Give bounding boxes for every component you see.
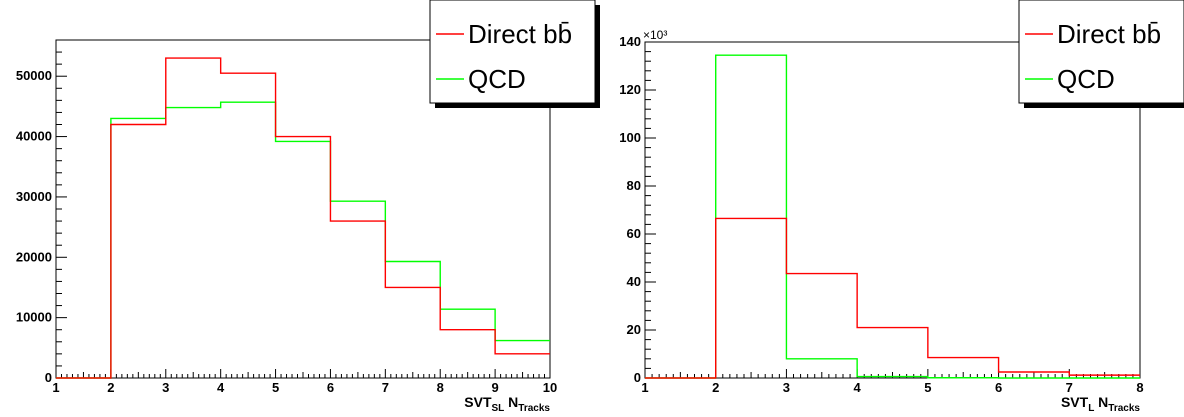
x-tick-label: 4 [217,380,225,395]
x-tick-label: 2 [712,380,719,395]
x-tick-label: 1 [641,380,648,395]
y-tick-label: 0 [45,370,52,385]
legend-label-direct-bb: Direct bb̄ [1057,19,1161,49]
x-tick-label: 6 [995,380,1002,395]
y-tick-label: 30000 [16,189,52,204]
x-tick-label: 1 [52,380,59,395]
x-tick-label: 4 [854,380,862,395]
y-tick-label: 50000 [16,68,52,83]
legend-label-qcd: QCD [468,64,526,94]
y-tick-label: 40 [627,274,641,289]
x-tick-label: 6 [327,380,334,395]
y-tick-label: 100 [619,130,641,145]
x-tick-label: 7 [1066,380,1073,395]
x-tick-label: 7 [382,380,389,395]
y-tick-label: 120 [619,82,641,97]
y-tick-label: 20 [627,322,641,337]
x-tick-label: 5 [924,380,931,395]
y-tick-label: 40000 [16,129,52,144]
legend-label-direct-bb: Direct bb̄ [468,19,572,49]
y-tick-label: 0 [634,370,641,385]
x-tick-label: 10 [543,380,557,395]
x-tick-label: 8 [437,380,444,395]
x-axis-title: SVTL NTracks [1061,394,1140,414]
y-tick-label: 20000 [16,249,52,264]
series-line-direct-bb [645,217,1140,379]
legend-box [1018,0,1184,104]
y-multiplier-label: ×10³ [643,28,667,42]
y-tick-label: 80 [627,178,641,193]
x-tick-label: 3 [162,380,169,395]
x-axis-title: SVTSL NTracks [464,394,550,414]
series-line-qcd [645,54,1140,379]
y-tick-label: 10000 [16,310,52,325]
x-tick-label: 9 [491,380,498,395]
x-tick-label: 8 [1136,380,1143,395]
x-tick-label: 5 [272,380,279,395]
legend-box [429,0,596,104]
x-tick-label: 3 [783,380,790,395]
y-tick-label: 140 [619,34,641,49]
legend-label-qcd: QCD [1057,64,1115,94]
x-tick-label: 2 [107,380,114,395]
series-line-direct-bb [56,57,550,379]
series-line-qcd [56,101,550,379]
y-tick-label: 60 [627,226,641,241]
chart-1: 1 2 3 4 5 6 7 8 9 10 0 10000 20000 30000 40000 50000 SVT… [16,0,600,414]
